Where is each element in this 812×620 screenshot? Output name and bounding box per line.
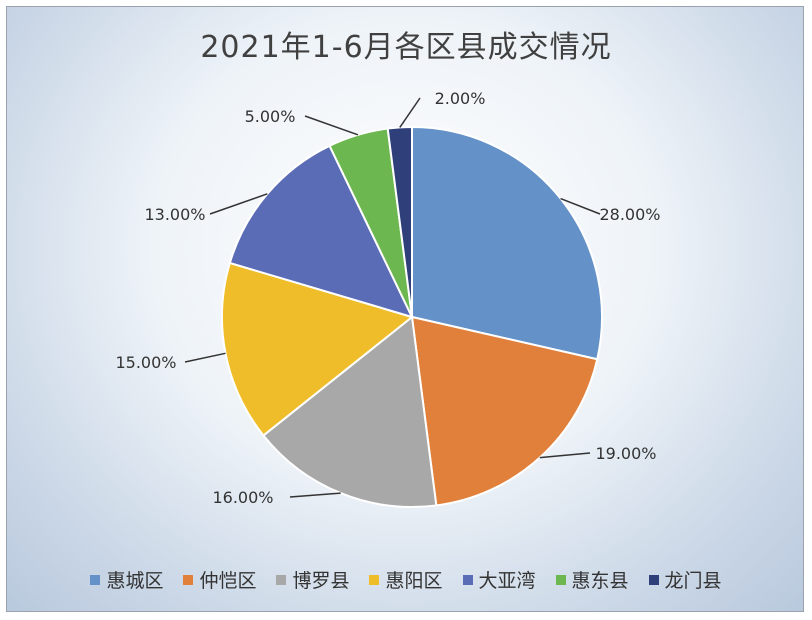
legend-label: 博罗县 bbox=[292, 570, 350, 592]
data-label-博罗县: 16.00% bbox=[212, 488, 273, 507]
leader-line-博罗县 bbox=[289, 492, 341, 498]
data-label-大亚湾: 13.00% bbox=[144, 205, 205, 224]
data-label-惠东县: 5.00% bbox=[245, 107, 296, 126]
legend-item-惠阳区: 惠阳区 bbox=[369, 566, 443, 593]
legend: 惠城区 仲恺区 博罗县 惠阳区 大亚湾 惠东县 龙门县 bbox=[0, 566, 812, 593]
legend-swatch bbox=[90, 574, 101, 585]
pie-slice-龙门县 bbox=[386, 125, 413, 318]
pie-slice-仲恺区 bbox=[410, 315, 599, 507]
legend-label: 惠阳区 bbox=[385, 570, 443, 592]
leader-line-龙门县 bbox=[399, 97, 421, 128]
legend-label: 大亚湾 bbox=[478, 570, 536, 592]
legend-label: 仲恺区 bbox=[199, 570, 257, 592]
legend-item-博罗县: 博罗县 bbox=[276, 566, 349, 593]
legend-swatch bbox=[648, 574, 659, 585]
legend-label: 惠东县 bbox=[571, 570, 629, 592]
chart-title: 2021年1-6月各区县成交情况 bbox=[200, 30, 612, 65]
legend-item-惠东县: 惠东县 bbox=[555, 566, 629, 593]
legend-swatch bbox=[369, 574, 380, 585]
legend-item-大亚湾: 大亚湾 bbox=[462, 566, 536, 593]
leader-line-大亚湾 bbox=[209, 193, 268, 215]
leader-line-惠东县 bbox=[304, 115, 359, 136]
pie-slice-惠城区 bbox=[411, 125, 603, 361]
leader-line-惠城区 bbox=[560, 197, 601, 215]
legend-swatch bbox=[462, 574, 473, 585]
leader-line-惠阳区 bbox=[184, 352, 226, 363]
pie-slice-博罗县 bbox=[262, 315, 438, 508]
legend-item-龙门县: 龙门县 bbox=[648, 566, 722, 593]
legend-swatch bbox=[276, 574, 287, 585]
legend-item-惠城区: 惠城区 bbox=[90, 566, 163, 593]
data-label-惠阳区: 15.00% bbox=[115, 353, 176, 372]
data-label-龙门县: 2.00% bbox=[435, 89, 486, 108]
legend-item-仲恺区: 仲恺区 bbox=[183, 566, 256, 593]
legend-label: 惠城区 bbox=[106, 570, 164, 592]
leader-line-仲恺区 bbox=[539, 452, 591, 459]
legend-label: 龙门县 bbox=[664, 570, 722, 592]
legend-swatch bbox=[183, 574, 194, 585]
data-label-仲恺区: 19.00% bbox=[595, 444, 656, 463]
data-label-惠城区: 28.00% bbox=[599, 205, 660, 224]
legend-swatch bbox=[555, 574, 566, 585]
